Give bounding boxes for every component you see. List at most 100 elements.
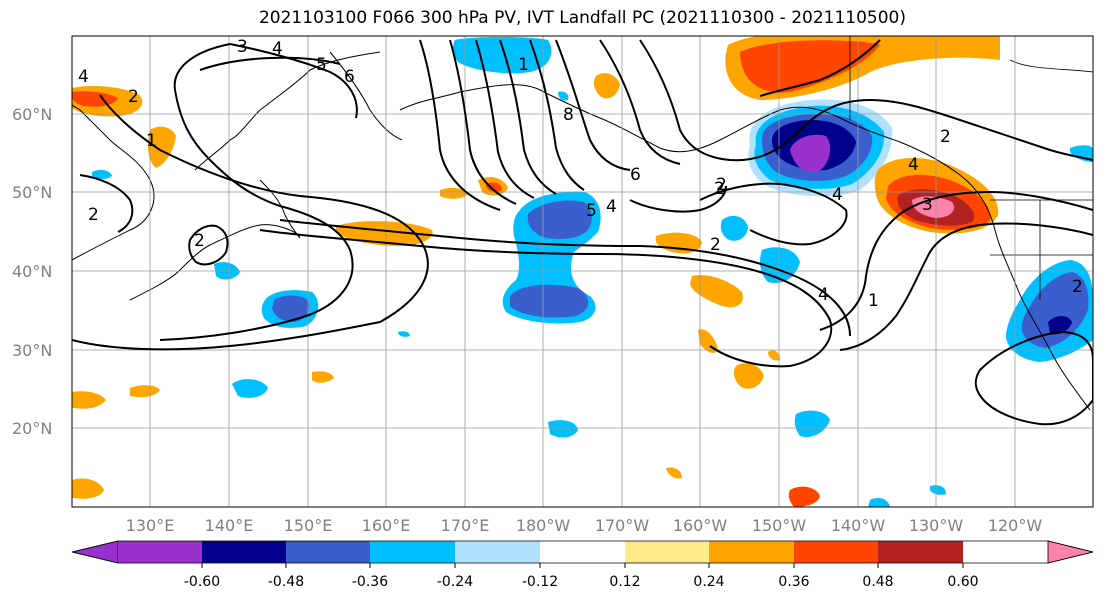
map-border xyxy=(71,35,1094,508)
lon-label: 180°W xyxy=(516,516,571,535)
contour-label: 2 xyxy=(714,179,725,199)
colorbar-segment xyxy=(455,541,540,563)
colorbar-segment xyxy=(625,541,709,563)
pv-negative-region xyxy=(794,410,830,438)
contour-label: 2 xyxy=(88,205,99,225)
pv-positive-region xyxy=(690,274,743,308)
pv-positive-region xyxy=(72,478,104,499)
colorbar-segment xyxy=(286,541,370,563)
contour-label: 4 xyxy=(606,197,617,217)
colorbar-tick-label: -0.48 xyxy=(268,574,304,590)
lon-label: 160°W xyxy=(673,516,728,535)
colorbar-tick-label: 0.60 xyxy=(947,574,978,590)
contour-label: 1 xyxy=(868,291,879,311)
borders xyxy=(849,36,1093,300)
colorbar-tick-label: 0.48 xyxy=(862,574,893,590)
colorbar-tick-label: -0.12 xyxy=(522,574,558,590)
colorbar-tick-labels: -0.60 -0.48 -0.36 -0.24 -0.12 0.12 0.24 … xyxy=(184,574,979,590)
colorbar-outline xyxy=(71,540,1094,564)
pv-positive-region xyxy=(733,363,764,389)
pv-positive-region xyxy=(148,126,176,168)
lon-label: 140°E xyxy=(205,516,254,535)
pv-positive-region xyxy=(440,187,468,199)
colorbar-tick-label: 0.24 xyxy=(693,574,724,590)
contour-label: 2 xyxy=(194,231,205,251)
contour-label: 5 xyxy=(316,55,327,75)
lon-label: 140°W xyxy=(831,516,886,535)
pv-negative-region xyxy=(92,169,112,179)
contour-label: 1 xyxy=(146,131,157,151)
latitude-labels: 60°N 50°N 40°N 30°N 20°N xyxy=(12,105,52,438)
colorbar-segment xyxy=(878,541,963,563)
colorbar-segment xyxy=(709,541,794,563)
pv-positive-region xyxy=(312,371,334,383)
contour-label: 2 xyxy=(940,127,951,147)
contour-label: 6 xyxy=(630,165,641,185)
contour-label: 5 xyxy=(586,201,597,221)
contour-label: 2 xyxy=(128,87,139,107)
contour-label: 2 xyxy=(716,175,727,195)
colorbar-segment xyxy=(540,541,625,563)
lon-label: 150°E xyxy=(284,516,333,535)
contour-label: 3 xyxy=(922,195,933,215)
colorbar-tick-label: 0.12 xyxy=(609,574,640,590)
contour-labels: 3 4 5 6 4 2 1 8 6 5 4 1 2 2 4 4 3 2 2 2 … xyxy=(78,37,1083,311)
pv-negative-strong xyxy=(272,295,310,322)
contour-label: 4 xyxy=(908,155,919,175)
pv-positive-region xyxy=(593,73,620,99)
colorbar-tick-label: -0.60 xyxy=(184,574,220,590)
pv-positive-region xyxy=(788,486,820,507)
contour-label: 4 xyxy=(818,285,829,305)
longitude-labels: 130°E 140°E 150°E 160°E 170°E 180°W 170°… xyxy=(126,516,1043,535)
pv-negative-region xyxy=(720,215,748,241)
pv-positive-band xyxy=(486,182,502,193)
lon-label: 120°W xyxy=(988,516,1043,535)
lon-label: 130°E xyxy=(126,516,175,535)
lon-label: 160°E xyxy=(362,516,411,535)
pv-negative-region xyxy=(398,331,410,337)
contour-lines xyxy=(72,39,1093,426)
contour-label: 4 xyxy=(832,185,843,205)
colorbar xyxy=(71,540,1094,568)
pv-negative-region xyxy=(930,485,946,495)
lon-label: 170°W xyxy=(595,516,650,535)
pv-negative-core xyxy=(1048,316,1072,335)
colorbar-tick-label: -0.36 xyxy=(352,574,388,590)
lon-label: 130°W xyxy=(909,516,964,535)
pv-shading xyxy=(72,36,1093,507)
contour-label: 2 xyxy=(1072,277,1083,297)
lat-label: 50°N xyxy=(12,183,52,202)
map-title: 2021103100 F066 300 hPa PV, IVT Landfall… xyxy=(258,8,906,28)
pv-negative-region xyxy=(868,498,890,507)
pv-negative-strong xyxy=(527,200,592,240)
contour-label: 3 xyxy=(237,37,248,57)
contour-label: 2 xyxy=(710,235,721,255)
lat-label: 30°N xyxy=(12,341,52,360)
lat-label: 40°N xyxy=(12,262,52,281)
contour-label: 4 xyxy=(78,67,89,87)
pv-negative-strong xyxy=(510,284,589,318)
colorbar-extend-max xyxy=(1047,540,1094,564)
colorbar-segment xyxy=(202,541,286,563)
colorbar-segment xyxy=(118,541,202,563)
lon-label: 150°W xyxy=(752,516,807,535)
colorbar-extend-min xyxy=(71,540,119,564)
pv-positive-region xyxy=(666,467,682,479)
contour-label: 1 xyxy=(518,55,529,75)
coastlines xyxy=(72,51,1091,411)
lat-label: 20°N xyxy=(12,419,52,438)
pv-negative-core xyxy=(790,134,831,173)
lat-label: 60°N xyxy=(12,105,52,124)
pv-negative-region xyxy=(548,420,578,438)
colorbar-tick-label: 0.36 xyxy=(778,574,809,590)
pv-positive-region xyxy=(72,391,106,409)
pv-negative-region xyxy=(558,91,569,101)
contour-label: 4 xyxy=(272,39,283,59)
pv-positive-region xyxy=(768,350,780,361)
pv-positive-core xyxy=(740,40,880,93)
contour-label: 6 xyxy=(344,67,355,87)
colorbar-tick-label: -0.24 xyxy=(437,574,473,590)
pv-negative-region xyxy=(232,379,268,398)
colorbar-segment xyxy=(794,541,878,563)
